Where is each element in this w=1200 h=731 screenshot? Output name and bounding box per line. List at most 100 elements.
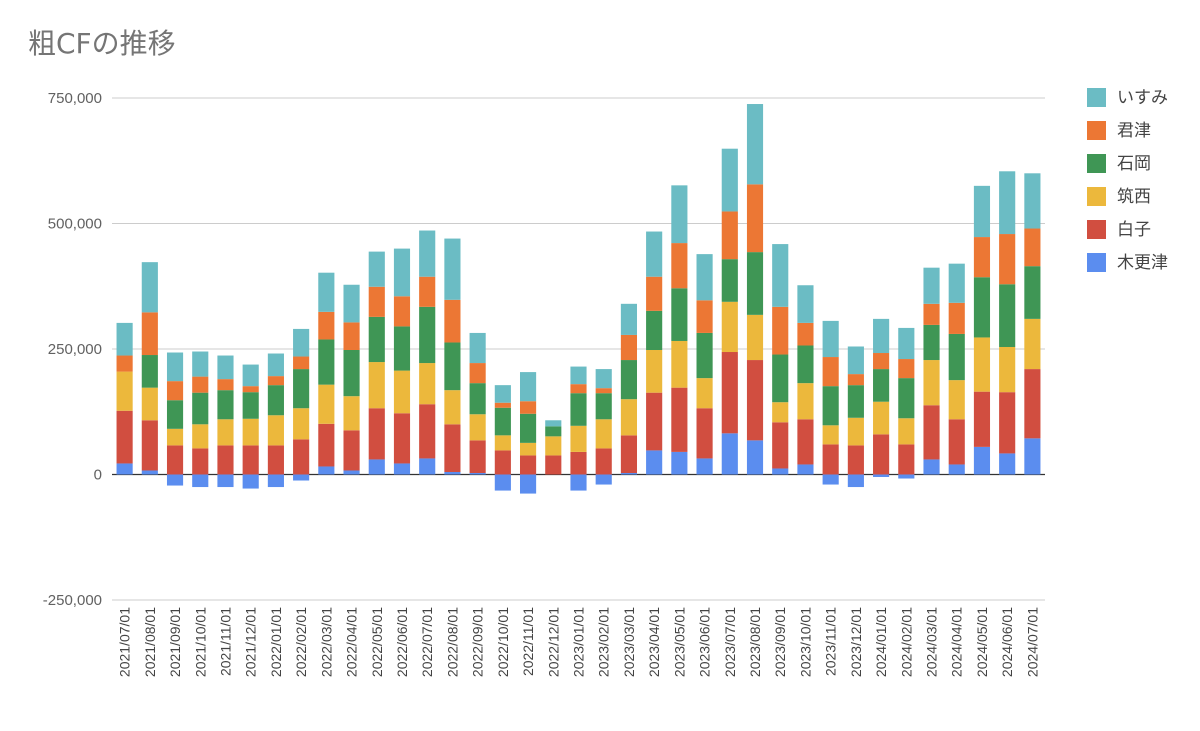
bar-segment bbox=[116, 410, 133, 464]
bar-segment bbox=[999, 346, 1016, 393]
legend-label: 木更津 bbox=[1117, 253, 1168, 273]
bar-segment bbox=[444, 299, 461, 343]
x-tick-label: 2021/08/01 bbox=[142, 607, 158, 677]
x-tick-label: 2022/04/01 bbox=[344, 607, 360, 677]
bar-segment bbox=[822, 320, 839, 358]
bar-segment bbox=[873, 369, 890, 402]
x-tick-label: 2023/10/01 bbox=[797, 607, 813, 677]
legend-label: いすみ bbox=[1117, 88, 1168, 108]
bar-segment bbox=[393, 326, 411, 371]
bar-segment bbox=[545, 426, 562, 437]
bar-segment bbox=[873, 318, 890, 354]
bar-segment bbox=[545, 420, 562, 427]
bar-segment bbox=[646, 310, 663, 351]
bar-segment bbox=[217, 390, 234, 420]
x-tick-label: 2022/01/01 bbox=[268, 607, 284, 677]
x-tick-label: 2023/12/01 bbox=[848, 607, 864, 677]
bar-segment bbox=[898, 444, 915, 475]
bar-segment bbox=[545, 436, 562, 456]
legend-swatch bbox=[1087, 253, 1106, 272]
bar-segment bbox=[671, 451, 688, 475]
bar-segment bbox=[646, 450, 663, 475]
bar-segment bbox=[293, 439, 310, 475]
x-tick-label: 2021/07/01 bbox=[117, 607, 133, 677]
x-tick-label: 2023/05/01 bbox=[671, 607, 687, 677]
bar-segment bbox=[166, 445, 184, 475]
bar-segment bbox=[267, 474, 284, 488]
y-tick-label: 0 bbox=[94, 467, 102, 484]
bar-segment bbox=[847, 346, 864, 375]
bar-segment bbox=[192, 474, 209, 488]
bar-segment bbox=[267, 385, 284, 416]
bar-segment bbox=[570, 451, 587, 475]
x-tick-label: 2021/10/01 bbox=[192, 607, 208, 677]
x-tick-label: 2022/05/01 bbox=[369, 607, 385, 677]
x-tick-label: 2024/07/01 bbox=[1024, 607, 1040, 677]
bar-segment bbox=[973, 237, 991, 278]
bar-segment bbox=[999, 171, 1016, 235]
x-tick-label: 2022/08/01 bbox=[444, 607, 460, 677]
bar-segment bbox=[242, 386, 259, 393]
bar-segment bbox=[620, 360, 638, 400]
x-tick-label: 2022/03/01 bbox=[318, 607, 334, 677]
bar-segment bbox=[116, 463, 133, 475]
bar-segment bbox=[721, 352, 738, 434]
bar-segment bbox=[242, 445, 259, 475]
x-tick-label: 2022/07/01 bbox=[419, 607, 435, 677]
bar-segment bbox=[343, 430, 360, 471]
bar-segment bbox=[999, 392, 1016, 454]
y-tick-label: 750,000 bbox=[48, 90, 102, 107]
bar-segment bbox=[847, 385, 864, 418]
bar-segment bbox=[293, 474, 310, 481]
bar-segment bbox=[242, 364, 259, 387]
bar-segment bbox=[797, 322, 814, 346]
x-tick-label: 2024/04/01 bbox=[949, 607, 965, 677]
bar-segment bbox=[469, 383, 486, 415]
bar-segment bbox=[822, 474, 839, 485]
bar-segment bbox=[519, 442, 537, 456]
bar-segment bbox=[368, 362, 385, 409]
x-tick-label: 2023/06/01 bbox=[697, 607, 713, 677]
bar-segment bbox=[847, 374, 864, 386]
x-tick-label: 2023/04/01 bbox=[646, 607, 662, 677]
bar-segment bbox=[519, 372, 537, 402]
bar-segment bbox=[873, 353, 890, 370]
bar-segment bbox=[797, 285, 814, 323]
bar-segment bbox=[772, 402, 789, 423]
bar-segment bbox=[141, 387, 158, 421]
bar-segment bbox=[318, 311, 335, 340]
bar-segment bbox=[620, 399, 638, 436]
x-tick-label: 2023/02/01 bbox=[596, 607, 612, 677]
bar-segment bbox=[948, 380, 965, 420]
bar-segment bbox=[494, 435, 511, 451]
bar-segment bbox=[494, 407, 511, 436]
bar-segment bbox=[999, 234, 1016, 285]
bar-segment bbox=[444, 424, 461, 472]
bar-segment bbox=[973, 391, 991, 447]
bar-segment bbox=[192, 392, 209, 425]
bar-segment bbox=[217, 445, 234, 475]
bar-segment bbox=[923, 267, 940, 304]
bar-segment bbox=[368, 251, 385, 287]
bar-segment bbox=[671, 340, 688, 388]
bar-segment bbox=[368, 408, 385, 460]
bar-segment bbox=[419, 230, 436, 277]
bar-segment bbox=[116, 355, 133, 372]
bar-segment bbox=[948, 464, 965, 475]
bar-segment bbox=[217, 379, 234, 391]
legend-label: 白子 bbox=[1117, 220, 1151, 240]
bar-segment bbox=[393, 413, 411, 464]
x-tick-label: 2023/07/01 bbox=[722, 607, 738, 677]
bar-segment bbox=[343, 322, 360, 351]
x-tick-label: 2023/08/01 bbox=[747, 607, 763, 677]
bar-segment bbox=[192, 424, 209, 449]
bar-segment bbox=[267, 353, 284, 377]
bar-segment bbox=[746, 360, 764, 441]
bar-segment bbox=[545, 455, 562, 475]
bar-segment bbox=[721, 259, 738, 302]
bar-segment bbox=[847, 445, 864, 475]
bar-segment bbox=[721, 301, 738, 353]
bar-segment bbox=[419, 458, 436, 475]
legend-swatch bbox=[1087, 88, 1106, 107]
bar-segment bbox=[873, 434, 890, 475]
